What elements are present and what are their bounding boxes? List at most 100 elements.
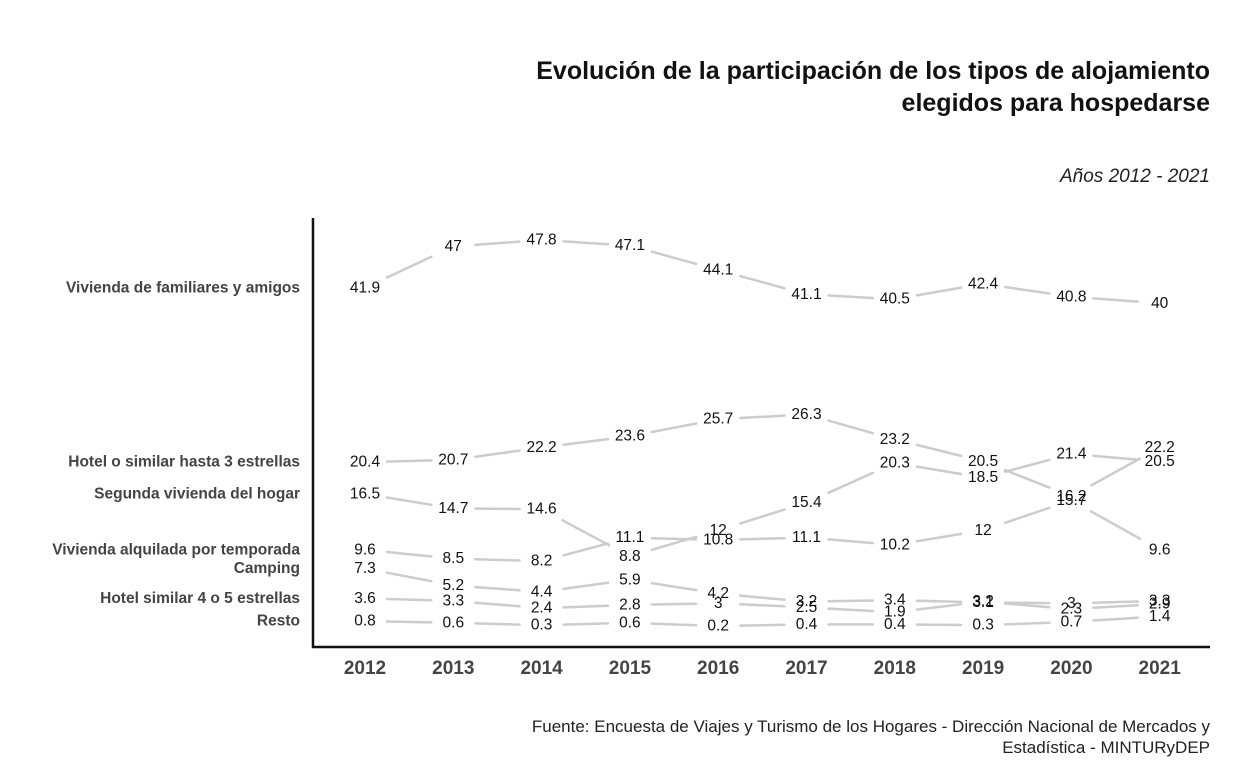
data-label-vivienda-alquilada-por-temporada: 10.8 bbox=[703, 532, 733, 549]
data-label-segunda-vivienda-del-hogar: 8.8 bbox=[619, 548, 641, 565]
data-label-hotel-similar-4-o-5-estrellas: 2.9 bbox=[1149, 596, 1171, 613]
line-segment-resto bbox=[1092, 616, 1139, 622]
x-tick-label: 2014 bbox=[520, 658, 563, 679]
line-segment-vivienda-alquilada-por-temporada bbox=[827, 538, 875, 545]
data-label-hotel-o-similar-hasta-3-estrellas: 16.2 bbox=[1056, 488, 1086, 505]
data-label-vivienda-alquilada-por-temporada: 12 bbox=[974, 522, 991, 539]
line-segment-hotel-o-similar-hasta-3-estrellas bbox=[827, 419, 875, 435]
data-label-segunda-vivienda-del-hogar: 20.3 bbox=[880, 455, 910, 472]
x-tick-label: 2017 bbox=[785, 658, 827, 679]
data-label-vivienda-de-familiares-y-amigos: 42.4 bbox=[968, 275, 999, 292]
data-label-vivienda-de-familiares-y-amigos: 47.8 bbox=[527, 232, 557, 249]
line-segment-camping bbox=[385, 571, 433, 583]
data-label-camping: 7.3 bbox=[354, 560, 376, 577]
line-segment-segunda-vivienda-del-hogar bbox=[827, 471, 875, 495]
series-label-hotel-similar-4-o-5-estrellas: Hotel similar 4 o 5 estrellas bbox=[100, 590, 300, 607]
data-label-resto: 0.4 bbox=[796, 616, 818, 633]
data-label-vivienda-de-familiares-y-amigos: 47 bbox=[445, 238, 462, 255]
data-label-segunda-vivienda-del-hogar: 16.5 bbox=[350, 485, 380, 502]
data-label-hotel-similar-4-o-5-estrellas: 3.2 bbox=[972, 593, 994, 610]
data-label-camping: 4.4 bbox=[531, 583, 553, 600]
line-segment-hotel-similar-4-o-5-estrellas bbox=[650, 602, 698, 606]
line-segment-hotel-o-similar-hasta-3-estrellas bbox=[385, 459, 433, 463]
data-label-hotel-o-similar-hasta-3-estrellas: 22.2 bbox=[1145, 439, 1175, 456]
line-segment-vivienda-alquilada-por-temporada bbox=[1003, 506, 1051, 525]
x-tick-label: 2018 bbox=[874, 658, 916, 679]
data-label-hotel-o-similar-hasta-3-estrellas: 20.4 bbox=[350, 454, 381, 471]
x-tick-label: 2021 bbox=[1139, 658, 1182, 679]
line-segment-camping bbox=[1092, 600, 1139, 604]
line-segment-hotel-o-similar-hasta-3-estrellas bbox=[738, 414, 786, 420]
line-segment-segunda-vivienda-del-hogar bbox=[1003, 458, 1051, 473]
data-label-resto: 0.4 bbox=[884, 616, 906, 633]
line-segment-hotel-similar-4-o-5-estrellas bbox=[915, 603, 963, 611]
line-segment-hotel-similar-4-o-5-estrellas bbox=[1003, 602, 1051, 609]
line-segment-resto bbox=[474, 622, 521, 626]
line-segment-hotel-o-similar-hasta-3-estrellas bbox=[915, 443, 963, 458]
chart-source: Fuente: Encuesta de Viajes y Turismo de … bbox=[531, 717, 1210, 757]
line-segment-vivienda-de-familiares-y-amigos bbox=[738, 274, 786, 290]
series-label-hotel-o-similar-hasta-3-estrellas: Hotel o similar hasta 3 estrellas bbox=[68, 454, 300, 471]
data-label-segunda-vivienda-del-hogar: 15.4 bbox=[791, 494, 822, 511]
data-label-resto: 1.4 bbox=[1149, 608, 1171, 625]
line-segment-resto bbox=[1003, 621, 1051, 626]
data-label-hotel-o-similar-hasta-3-estrellas: 22.2 bbox=[527, 439, 557, 456]
data-label-segunda-vivienda-del-hogar: 21.4 bbox=[1056, 446, 1087, 463]
series-label-segunda-vivienda-del-hogar: Segunda vivienda del hogar bbox=[94, 485, 300, 502]
chart-subtitle: Años 2012 - 2021 bbox=[1059, 166, 1210, 187]
line-segment-resto bbox=[562, 622, 610, 626]
line-segment-vivienda-de-familiares-y-amigos bbox=[474, 240, 521, 247]
series-label-resto: Resto bbox=[257, 613, 300, 630]
line-segment-hotel-o-similar-hasta-3-estrellas bbox=[474, 449, 521, 458]
line-segment-hotel-o-similar-hasta-3-estrellas bbox=[562, 437, 610, 447]
data-label-camping: 5.9 bbox=[619, 571, 641, 588]
data-label-vivienda-de-familiares-y-amigos: 40.8 bbox=[1056, 288, 1086, 305]
data-label-resto: 0.6 bbox=[619, 614, 641, 631]
data-label-camping: 3.4 bbox=[884, 592, 906, 609]
x-tick-label: 2019 bbox=[962, 658, 1004, 679]
data-label-vivienda-de-familiares-y-amigos: 40 bbox=[1151, 295, 1169, 312]
data-label-hotel-similar-4-o-5-estrellas: 1.9 bbox=[884, 604, 906, 621]
data-label-vivienda-alquilada-por-temporada: 9.6 bbox=[354, 541, 376, 558]
series-label-vivienda-alquilada-por-temporada: Vivienda alquilada por temporada bbox=[52, 541, 300, 558]
line-segment-camping bbox=[474, 585, 521, 592]
data-label-camping: 3.2 bbox=[796, 593, 818, 610]
line-segment-segunda-vivienda-del-hogar bbox=[915, 465, 963, 476]
data-label-vivienda-alquilada-por-temporada: 8.2 bbox=[531, 553, 553, 570]
line-segment-camping bbox=[562, 581, 610, 591]
line-segment-vivienda-alquilada-por-temporada bbox=[1089, 510, 1142, 541]
data-label-vivienda-de-familiares-y-amigos: 40.5 bbox=[880, 291, 910, 308]
data-label-vivienda-de-familiares-y-amigos: 47.1 bbox=[615, 237, 645, 254]
line-segment-vivienda-alquilada-por-temporada bbox=[650, 536, 698, 541]
data-label-resto: 0.2 bbox=[707, 618, 729, 635]
line-segment-camping bbox=[827, 599, 875, 603]
line-segment-vivienda-de-familiares-y-amigos bbox=[915, 286, 963, 297]
line-segment-vivienda-alquilada-por-temporada bbox=[385, 550, 433, 558]
data-label-hotel-o-similar-hasta-3-estrellas: 26.3 bbox=[791, 406, 821, 423]
data-label-vivienda-de-familiares-y-amigos: 44.1 bbox=[703, 262, 733, 279]
data-label-vivienda-de-familiares-y-amigos: 41.9 bbox=[350, 279, 380, 296]
line-segment-vivienda-de-familiares-y-amigos bbox=[385, 255, 433, 279]
line-segment-camping bbox=[738, 594, 786, 601]
line-segment-resto bbox=[650, 622, 698, 627]
line-segment-hotel-o-similar-hasta-3-estrellas bbox=[650, 422, 698, 434]
line-segment-segunda-vivienda-del-hogar bbox=[738, 508, 786, 525]
data-label-vivienda-alquilada-por-temporada: 10.2 bbox=[880, 536, 910, 553]
data-label-hotel-similar-4-o-5-estrellas: 2.5 bbox=[796, 599, 818, 616]
series-label-camping: Camping bbox=[234, 560, 300, 577]
line-segment-vivienda-de-familiares-y-amigos bbox=[827, 294, 875, 300]
data-label-hotel-similar-4-o-5-estrellas: 3.6 bbox=[354, 590, 376, 607]
data-label-resto: 0.8 bbox=[354, 613, 376, 630]
line-segment-hotel-similar-4-o-5-estrellas bbox=[385, 597, 433, 602]
line-segment-vivienda-alquilada-por-temporada bbox=[915, 532, 963, 543]
data-label-resto: 0.3 bbox=[972, 617, 994, 634]
data-label-camping: 4.2 bbox=[707, 585, 729, 602]
data-label-camping: 5.2 bbox=[443, 577, 465, 594]
line-segment-vivienda-alquilada-por-temporada bbox=[562, 542, 610, 557]
data-label-vivienda-alquilada-por-temporada: 11.1 bbox=[792, 529, 821, 546]
line-segment-vivienda-de-familiares-y-amigos bbox=[1003, 285, 1051, 295]
chart-title: Evolución de la participación de los tip… bbox=[536, 57, 1210, 117]
x-tick-label: 2016 bbox=[697, 658, 739, 679]
data-label-hotel-similar-4-o-5-estrellas: 2.3 bbox=[1061, 601, 1083, 618]
